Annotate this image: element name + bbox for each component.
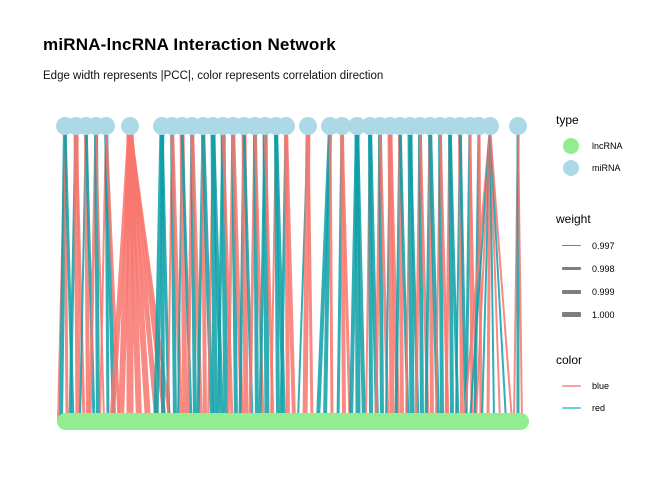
legend-label: blue [592, 381, 610, 391]
legend-color-title: color [556, 353, 583, 367]
edge-width-icon [561, 245, 581, 246]
legend-item-weight-1000: 1.000 [556, 303, 615, 326]
legend-label: 0.997 [592, 240, 615, 251]
miRNA-node [333, 117, 351, 135]
edge-color-blue-icon [561, 385, 581, 387]
miRNA-node [509, 117, 527, 135]
legend-item-weight-0998: 0.998 [556, 257, 615, 280]
edge-width-icon [561, 267, 581, 270]
miRNA-nodes-layer [56, 117, 527, 135]
miRNA-node [97, 117, 115, 135]
network-edge [355, 126, 366, 422]
legend-label: 1.000 [592, 309, 615, 320]
miRNA-node [481, 117, 499, 135]
plot-subtitle: Edge width represents |PCC|, color repre… [43, 70, 384, 82]
network-edge [211, 126, 224, 422]
network-edge [201, 126, 214, 422]
legend-type-title: type [556, 113, 579, 127]
network-edge [284, 126, 296, 422]
legend-weight-title: weight [556, 212, 591, 226]
miRNA-node-icon [563, 160, 579, 176]
network-edge [489, 126, 513, 422]
swatch-column [556, 245, 586, 246]
network-edge [74, 126, 86, 422]
legend-label: 0.998 [592, 263, 615, 274]
edges-layer [57, 126, 523, 422]
miRNA-node [348, 117, 366, 135]
network-edge [221, 126, 234, 422]
swatch-column [556, 267, 586, 270]
legend-item-weight-0997: 0.997 [556, 234, 615, 257]
legend-color-section: color blue red [556, 353, 609, 419]
lncRNA-node-icon [563, 138, 579, 154]
legend-label: miRNA [592, 163, 621, 173]
network-edge [340, 126, 352, 422]
swatch-column [556, 407, 586, 409]
swatch-column [556, 312, 586, 317]
legend-item-lncRNA: lncRNA [556, 135, 623, 157]
edge-color-red-icon [561, 407, 581, 409]
miRNA-node [277, 117, 295, 135]
network-edge [328, 126, 334, 422]
network-edge [517, 126, 523, 422]
legend-label: lncRNA [592, 141, 623, 151]
legend-label: red [592, 403, 606, 413]
plot-title: miRNA-lncRNA Interaction Network [43, 35, 336, 54]
swatch-column [556, 289, 586, 294]
legend-label: 0.999 [592, 286, 615, 297]
network-edge [95, 126, 105, 422]
legend-type-section: type lncRNA miRNA [556, 113, 623, 179]
legend-item-miRNA: miRNA [556, 157, 623, 179]
miRNA-node [299, 117, 317, 135]
legend-weight-section: weight 0.997 0.998 0.999 [556, 212, 615, 326]
miRNA-node [121, 117, 139, 135]
edge-width-icon [561, 312, 581, 317]
lncRNA-nodes-bar [57, 413, 529, 430]
swatch-column [556, 385, 586, 387]
edge-width-icon [561, 289, 581, 294]
legend-item-red: red [556, 397, 609, 419]
legend-item-weight-0999: 0.999 [556, 280, 615, 303]
network-edge [84, 126, 96, 422]
network-edge [458, 126, 468, 422]
swatch-column [556, 160, 586, 176]
swatch-column [556, 138, 586, 154]
legend-item-blue: blue [556, 375, 609, 397]
network-edge [306, 126, 314, 422]
